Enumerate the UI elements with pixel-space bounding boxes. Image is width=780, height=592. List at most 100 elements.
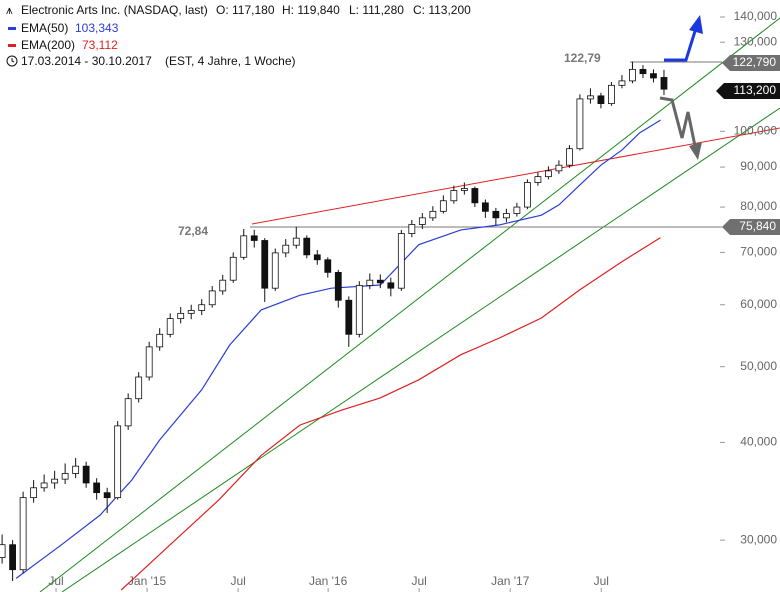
candle-body (460, 188, 468, 191)
last-tag: 113,200 (734, 83, 777, 97)
candle-body (439, 200, 447, 212)
candle-body (629, 68, 636, 82)
candle-body (597, 95, 605, 104)
chart-icon: ⩚ (6, 3, 13, 17)
high-value: H: 119,840 (282, 3, 340, 17)
candle-body (114, 425, 122, 499)
resistance-line (251, 127, 780, 225)
legend-value: 103,343 (75, 21, 119, 35)
candle-body (660, 77, 668, 90)
candle-body (408, 224, 416, 234)
low-value: L: 111,280 (349, 3, 404, 17)
plot-area: 140,000 130,000 100,000 90,000 80,000 70,000 6… (0, 9, 777, 592)
candle-body (313, 254, 321, 261)
candle-body (523, 182, 531, 208)
candle-body (324, 259, 332, 273)
candle-body (156, 333, 164, 348)
candle-body (72, 465, 80, 474)
x-tick-label: Jan '16 (309, 574, 348, 588)
candle-body (51, 478, 59, 484)
candle-body (502, 213, 510, 219)
trend-line-lower (61, 107, 780, 592)
candle-body (513, 206, 521, 214)
candle-body (545, 170, 552, 178)
y-tick-label: 90,000 (740, 159, 777, 173)
candle-body (450, 190, 458, 202)
candle-body (639, 68, 647, 75)
candle-body (387, 282, 395, 289)
header: ⩚ Electronic Arts Inc. (NASDAQ, last) O:… (6, 3, 471, 68)
candle-body (135, 376, 143, 400)
clock-hands (11, 58, 15, 63)
x-tick-label: Jul (594, 574, 609, 588)
high-note: 122,79 (564, 51, 601, 65)
candle-body (261, 240, 269, 289)
candle-body (534, 176, 542, 183)
candle-body (492, 210, 500, 219)
up-arrowhead (689, 15, 703, 34)
legend-label: EMA(200) (21, 38, 75, 52)
candle-body (93, 482, 101, 494)
x-tick-label: Jul (230, 574, 245, 588)
y-tick-label: 140,000 (734, 9, 778, 23)
candle-body (166, 318, 174, 335)
last-tag-box (716, 83, 780, 99)
candle-body (397, 233, 405, 289)
candle-body (219, 279, 227, 292)
candle-body (187, 310, 195, 314)
legend-label: EMA(50) (21, 21, 68, 35)
y-tick-label: 50,000 (740, 359, 777, 373)
open-value: O: 117,180 (216, 3, 275, 17)
candle-body (103, 492, 111, 499)
y-tick-label: 60,000 (740, 297, 777, 311)
trend-line-upper (39, 17, 780, 592)
high-tag-box (722, 55, 780, 71)
candle-body (345, 299, 353, 335)
candle-body (208, 290, 216, 306)
down-arrowhead (689, 142, 702, 160)
legend-swatch (8, 27, 16, 30)
y-tick-label: 130,000 (734, 34, 778, 48)
date-range: 17.03.2014 - 30.10.2017 (21, 54, 152, 68)
candle-body (587, 95, 594, 100)
candle-body (282, 244, 290, 254)
clock-icon (6, 55, 18, 67)
candle-body (650, 73, 657, 79)
close-value: C: 113,200 (413, 3, 471, 17)
candle-body (271, 252, 279, 289)
candle-body (334, 271, 342, 301)
ema-line (15, 119, 661, 579)
candle-body (229, 256, 237, 281)
candle-body (61, 473, 69, 480)
candle-body (9, 544, 17, 571)
candle-body (198, 304, 206, 311)
candle-body (481, 202, 489, 212)
y-tick-label: 30,000 (740, 532, 777, 546)
x-tick-label: Jul (48, 574, 63, 588)
x-tick-label: Jan '15 (128, 574, 167, 588)
y-tick-label: 40,000 (740, 435, 777, 449)
candle-body (576, 98, 584, 150)
candle-body (566, 148, 573, 166)
x-tick-label: Jul (412, 574, 427, 588)
candle-body (177, 312, 185, 320)
chart-title: Electronic Arts Inc. (NASDAQ, last) (21, 3, 208, 17)
candle-body (30, 487, 38, 499)
support-tag: 75,840 (739, 219, 776, 233)
candle-body (145, 346, 153, 378)
candle-body (0, 544, 6, 558)
candle-body (618, 80, 626, 86)
candle-body (40, 482, 48, 489)
candle-body (240, 235, 248, 258)
support-note: 72,84 (178, 224, 208, 238)
candle-body (471, 188, 479, 204)
y-tick-label: 80,000 (740, 199, 777, 213)
candle-body (366, 279, 374, 286)
x-tick-label: Jan '17 (491, 574, 530, 588)
candle-body (303, 237, 311, 256)
candle-body (250, 235, 258, 241)
support-tag-box (722, 219, 780, 235)
candle-body (292, 237, 300, 246)
